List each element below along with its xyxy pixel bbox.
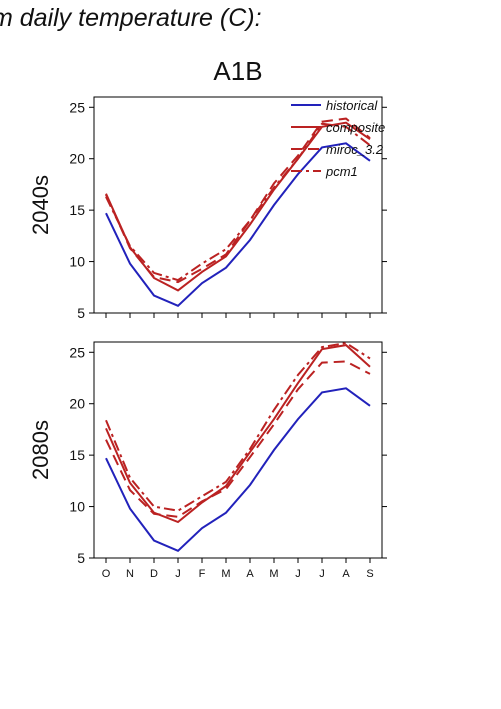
plot-frame-2080s [93, 341, 383, 559]
y-tick-label: 10 [69, 499, 85, 515]
x-tick-label: F [199, 568, 206, 580]
y-tick-label: 5 [77, 305, 85, 321]
y-tick-label: 20 [69, 151, 85, 167]
y-tick-label: 25 [69, 99, 85, 115]
chart-title: A1B [213, 56, 263, 86]
y-tick-label: 25 [69, 344, 85, 360]
y-tick-label: 20 [69, 396, 85, 412]
legend-label-historical: historical [326, 98, 378, 113]
x-tick-label: S [366, 568, 373, 580]
series-line-pcm1 [105, 341, 371, 512]
series-line-composite [105, 344, 371, 524]
plot-frame-2040s [93, 96, 383, 314]
row-label-2080s: 2080s [28, 420, 53, 480]
x-tick-label: J [175, 568, 181, 580]
series-line-historical [105, 387, 371, 552]
series-line-miroc_3.2 [105, 360, 371, 518]
legend-label-composite: composite [326, 120, 385, 135]
y-tick-label: 5 [77, 550, 85, 566]
x-tick-label: M [269, 568, 278, 580]
legend-label-pcm1: pcm1 [325, 164, 358, 179]
page-title: m daily temperature (C): [0, 4, 262, 32]
x-tick-label: N [126, 568, 134, 580]
x-tick-label: A [246, 568, 254, 580]
series-line-historical [105, 142, 371, 307]
x-tick-label: A [342, 568, 350, 580]
row-label-2040s: 2040s [28, 175, 53, 235]
x-tick-label: D [150, 568, 158, 580]
x-tick-label: J [295, 568, 301, 580]
y-tick-label: 15 [69, 202, 85, 218]
series-line-pcm1 [105, 122, 371, 282]
series-line-miroc_3.2 [105, 117, 371, 284]
x-tick-label: J [319, 568, 325, 580]
legend-label-miroc_3.2: miroc_3.2 [326, 142, 384, 157]
x-tick-label: O [102, 568, 111, 580]
x-tick-label: M [221, 568, 230, 580]
y-tick-label: 15 [69, 447, 85, 463]
y-tick-label: 10 [69, 254, 85, 270]
